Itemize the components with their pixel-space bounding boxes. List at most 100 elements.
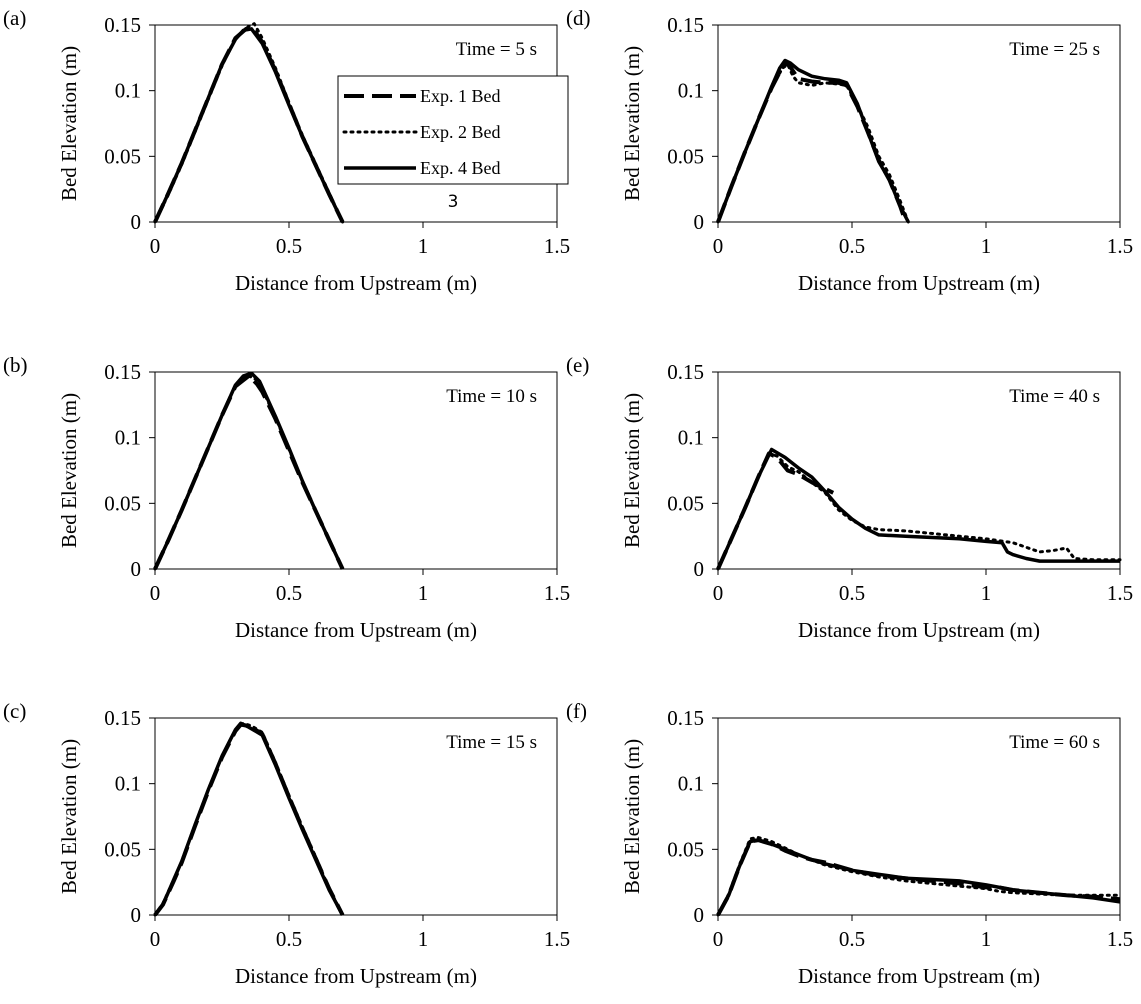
chart-4-series-exp1-line — [716, 451, 835, 570]
chart-0-xtick-label: 1.5 — [544, 234, 570, 258]
chart-3-series-exp1-line — [716, 61, 908, 223]
chart-4-plot-frame — [717, 371, 1121, 570]
chart-0-panel: 0 0.05 0.1 0.15 0 0.5 1 1.5 Distance from Upstre… — [3, 6, 570, 295]
chart-0-xtick-label: 1 — [418, 234, 429, 258]
chart-2-series-exp4-line — [153, 721, 345, 917]
chart-2-xtick-label: 0.5 — [276, 927, 302, 951]
chart-0-panel-letter: (a) — [3, 6, 26, 30]
chart-5-panel-letter: (f) — [566, 699, 587, 723]
chart-1-series-exp1-line — [153, 373, 345, 570]
chart-5-xlabel: Distance from Upstream (m) — [798, 964, 1040, 988]
chart-1-series-exp4-line — [153, 371, 345, 570]
chart-0-ytick-label: 0.05 — [104, 144, 141, 168]
chart-1-xtick-label: 0 — [150, 581, 161, 605]
chart-1-xtick-label: 0.5 — [276, 581, 302, 605]
chart-3-ytick-label: 0 — [694, 210, 705, 234]
chart-1-series-exp2-line — [153, 374, 345, 571]
chart-3-panel: 0 0.05 0.1 0.15 0 0.5 1 1.5 Distance from Upstre… — [566, 6, 1133, 295]
chart-0-xtick-label: 0.5 — [276, 234, 302, 258]
legend-label-exp4: Exp. 4 Bed — [420, 158, 501, 178]
chart-4-xlabel: Distance from Upstream (m) — [798, 618, 1040, 642]
chart-4-time-annotation: Time = 40 s — [1009, 386, 1100, 407]
chart-5-xtick-label: 1.5 — [1107, 927, 1133, 951]
chart-1-xlabel: Distance from Upstream (m) — [235, 618, 477, 642]
chart-3-plot-frame — [717, 24, 1121, 223]
chart-5-panel: 0 0.05 0.1 0.15 0 0.5 1 1.5 Distance from Upstre… — [566, 699, 1133, 988]
chart-2-ytick-label: 0.1 — [115, 772, 141, 796]
chart-3-xtick-label: 1.5 — [1107, 234, 1133, 258]
chart-4-panel-letter: (e) — [566, 353, 589, 377]
chart-4-xtick-label: 0 — [713, 581, 724, 605]
chart-1-panel-letter: (b) — [3, 353, 28, 377]
chart-2-ytick-label: 0 — [131, 903, 142, 927]
chart-1-xtick-label: 1 — [418, 581, 429, 605]
chart-5-xtick-label: 1 — [981, 927, 992, 951]
chart-5-ylabel: Bed Elevation (m) — [620, 739, 644, 894]
chart-3-ylabel: Bed Elevation (m) — [620, 46, 644, 201]
chart-3-ytick-label: 0.15 — [667, 13, 704, 37]
chart-4-xtick-label: 1.5 — [1107, 581, 1133, 605]
chart-3-series-exp4-line — [716, 58, 910, 223]
chart-1-ytick-label: 0.05 — [104, 491, 141, 515]
chart-5-series-exp2-line — [716, 836, 1122, 917]
chart-2-time-annotation: Time = 15 s — [446, 732, 537, 753]
chart-1-ytick-label: 0.1 — [115, 426, 141, 450]
chart-0-ytick-label: 0 — [131, 210, 142, 234]
chart-3-xtick-label: 1 — [981, 234, 992, 258]
chart-2-xtick-label: 0 — [150, 927, 161, 951]
chart-5-xtick-label: 0 — [713, 927, 724, 951]
chart-4-ytick-label: 0.05 — [667, 491, 704, 515]
chart-4-ylabel: Bed Elevation (m) — [620, 393, 644, 548]
chart-0-ytick-label: 0.1 — [115, 79, 141, 103]
chart-0-xlabel: Distance from Upstream (m) — [235, 271, 477, 295]
chart-4-series-exp2-line — [716, 451, 1122, 571]
chart-4-ytick-label: 0.15 — [667, 360, 704, 384]
chart-1-panel: 0 0.05 0.1 0.15 0 0.5 1 1.5 Distance from Upstre… — [3, 353, 570, 642]
chart-1-time-annotation: Time = 10 s — [446, 386, 537, 407]
chart-0-ytick-label: 0.15 — [104, 13, 141, 37]
chart-1-plot-frame — [154, 371, 558, 570]
chart-3-series-exp2-line — [716, 62, 910, 224]
chart-4-ytick-label: 0 — [694, 557, 705, 581]
chart-3-xlabel: Distance from Upstream (m) — [798, 271, 1040, 295]
chart-2-panel-letter: (c) — [3, 699, 26, 723]
chart-0-series-exp1-line — [153, 26, 345, 223]
chart-0-series-exp4-line — [153, 27, 345, 223]
chart-2-panel: 0 0.05 0.1 0.15 0 0.5 1 1.5 Distance from Upstre… — [3, 699, 570, 988]
chart-5-ytick-label: 0.15 — [667, 706, 704, 730]
chart-2-xtick-label: 1.5 — [544, 927, 570, 951]
chart-1-ytick-label: 0 — [131, 557, 142, 581]
chart-3-ytick-label: 0.05 — [667, 144, 704, 168]
chart-5-plot-frame — [717, 717, 1121, 916]
chart-2-ytick-label: 0.05 — [104, 837, 141, 861]
chart-0-series-exp2-line — [153, 22, 345, 224]
chart-4-xtick-label: 0.5 — [839, 581, 865, 605]
chart-5-ytick-label: 0.1 — [678, 772, 704, 796]
chart-2-xlabel: Distance from Upstream (m) — [235, 964, 477, 988]
chart-5-ytick-label: 0.05 — [667, 837, 704, 861]
legend-stray-label: 3 — [448, 192, 459, 212]
chart-5-series-exp4-line — [716, 838, 1121, 916]
chart-5-time-annotation: Time = 60 s — [1009, 732, 1100, 753]
chart-3-xtick-label: 0.5 — [839, 234, 865, 258]
legend: Exp. 1 Bed Exp. 2 Bed Exp. 4 Bed 3 — [337, 75, 569, 212]
chart-0-xtick-label: 0 — [150, 234, 161, 258]
chart-2-ylabel: Bed Elevation (m) — [57, 739, 81, 894]
chart-0-ylabel: Bed Elevation (m) — [57, 46, 81, 201]
chart-4-ytick-label: 0.1 — [678, 426, 704, 450]
legend-label-exp2: Exp. 2 Bed — [420, 122, 501, 142]
chart-2-xtick-label: 1 — [418, 927, 429, 951]
chart-1-ytick-label: 0.15 — [104, 360, 141, 384]
chart-3-time-annotation: Time = 25 s — [1009, 39, 1100, 60]
chart-3-panel-letter: (d) — [566, 6, 591, 30]
chart-5-ytick-label: 0 — [694, 903, 705, 927]
chart-2-series-exp2-line — [153, 721, 345, 917]
legend-label-exp1: Exp. 1 Bed — [420, 86, 501, 106]
chart-2-series-exp1-line — [153, 722, 345, 917]
chart-3-ytick-label: 0.1 — [678, 79, 704, 103]
chart-5-xtick-label: 0.5 — [839, 927, 865, 951]
chart-4-xtick-label: 1 — [981, 581, 992, 605]
chart-4-panel: 0 0.05 0.1 0.15 0 0.5 1 1.5 Distance from Upstre… — [566, 353, 1133, 642]
chart-4-series-exp4-line — [716, 447, 1120, 570]
